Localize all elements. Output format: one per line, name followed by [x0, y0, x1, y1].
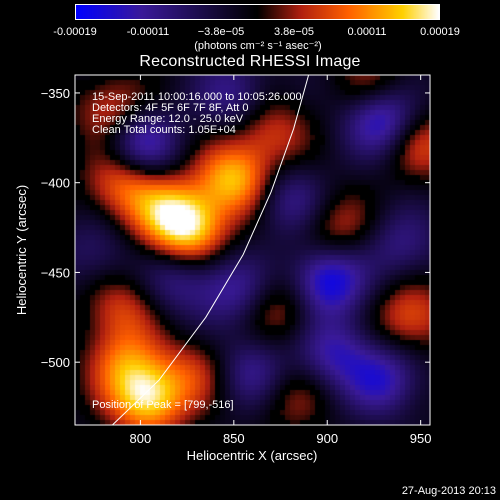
y-tick-label: −350 — [41, 86, 70, 101]
colorbar-tick-label: 3.8e−05 — [273, 26, 315, 38]
annotation-time-range: 15-Sep-2011 10:00:16.000 to 10:05:26.000 — [92, 91, 302, 103]
colorbar-tick-label: -0.00019 — [53, 26, 97, 38]
plot-frame — [74, 74, 431, 426]
x-tick-label: 800 — [130, 431, 152, 446]
colorbar — [75, 4, 440, 20]
annotation-energy-range: Energy Range: 12.0 - 25.0 keV — [92, 113, 244, 125]
colorbar-gradient — [75, 4, 440, 20]
colorbar-tick-label: 0.00019 — [420, 26, 460, 38]
annotation-clean-counts: Clean Total counts: 1.05E+04 — [92, 124, 236, 136]
x-axis: 800 850 900 950 — [130, 75, 432, 446]
colorbar-tick-label: -0.00011 — [126, 26, 170, 38]
y-tick-label: −500 — [41, 355, 70, 370]
solar-limb-curve — [112, 75, 310, 425]
x-tick-label: 850 — [223, 431, 245, 446]
colorbar-tick-label: 0.00011 — [347, 26, 387, 38]
colorbar-units: (photons cm⁻² s⁻¹ asec⁻²) — [194, 40, 322, 52]
heatmap-image — [75, 75, 430, 425]
y-axis-label: Heliocentric Y (arcsec) — [14, 185, 29, 315]
y-axis: −350 −400 −450 −500 — [41, 86, 430, 370]
x-axis-label: Heliocentric X (arcsec) — [187, 448, 318, 463]
annotation-peak-position: Position of Peak = [799,-516] — [92, 399, 234, 411]
x-tick-label: 900 — [316, 431, 338, 446]
footer-date: 27-Aug-2013 20:13 — [401, 485, 496, 497]
chart-title: Reconstructed RHESSI Image — [139, 53, 361, 70]
y-tick-label: −450 — [41, 265, 70, 280]
y-tick-label: −400 — [41, 176, 70, 191]
x-tick-label: 950 — [410, 431, 432, 446]
colorbar-tick-label: −3.8e−05 — [197, 26, 245, 38]
annotation-detectors: Detectors: 4F 5F 6F 7F 8F, Att 0 — [92, 102, 249, 114]
